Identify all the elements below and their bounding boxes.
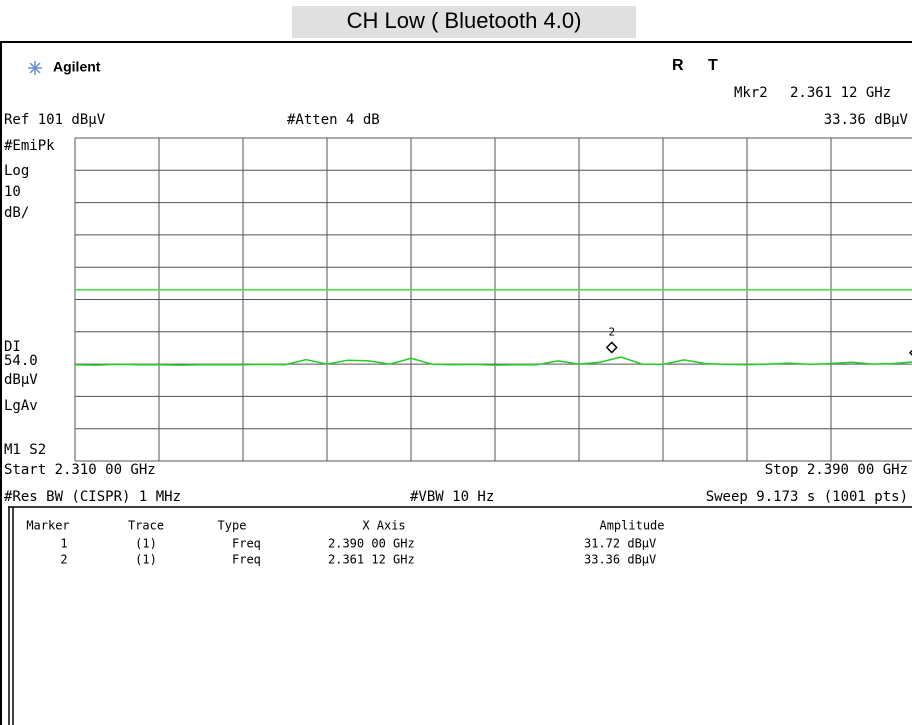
table-cell: (1) [135, 553, 157, 567]
table-cell: 2.361 12 GHz [328, 553, 415, 567]
side-label: 10 [4, 184, 21, 200]
status-r: R [672, 57, 684, 74]
brand: Agilent [53, 59, 101, 75]
table-header: Type [218, 519, 247, 533]
side-label: 54.0 [4, 353, 38, 369]
table-cell: 1 [60, 537, 67, 551]
status-t: T [708, 57, 718, 74]
side-label: #EmiPk [4, 138, 55, 154]
marker [605, 341, 618, 354]
table-header: Trace [128, 519, 164, 533]
marker-amp: 33.36 dBµV [824, 112, 909, 128]
vbw: #VBW 10 Hz [410, 489, 494, 505]
table-cell: 2 [60, 553, 67, 567]
table-cell: 33.36 dBµV [584, 553, 656, 567]
title: CH Low ( Bluetooth 4.0) [347, 8, 582, 33]
side-label: LgAv [4, 398, 38, 414]
table-cell: 2.390 00 GHz [328, 537, 415, 551]
table-header: Amplitude [599, 519, 664, 533]
table-header: Marker [26, 519, 69, 533]
stop-freq: Stop 2.390 00 GHz [765, 462, 908, 478]
ref-level: Ref 101 dBµV [4, 112, 106, 128]
trace [74, 356, 912, 366]
rbw: #Res BW (CISPR) 1 MHz [4, 489, 181, 505]
table-cell: 31.72 dBµV [584, 537, 656, 551]
marker-label: Mkr2 [734, 85, 768, 101]
table-cell: Freq [232, 553, 261, 567]
marker-freq: 2.361 12 GHz [790, 85, 891, 101]
logo [28, 61, 42, 75]
title-bg [292, 6, 636, 38]
side-label: Log [4, 163, 29, 179]
side-label: dB/ [4, 205, 29, 221]
table-header: X Axis [362, 519, 405, 533]
side-label: dBµV [4, 372, 38, 388]
table-cell: Freq [232, 537, 261, 551]
side-label: DI [4, 339, 21, 355]
table-cell: (1) [135, 537, 157, 551]
side-label: M1 S2 [4, 442, 46, 458]
atten: #Atten 4 dB [287, 112, 380, 128]
marker-number: 2 [608, 325, 615, 338]
sweep: Sweep 9.173 s (1001 pts) [706, 489, 908, 505]
start-freq: Start 2.310 00 GHz [4, 462, 156, 478]
